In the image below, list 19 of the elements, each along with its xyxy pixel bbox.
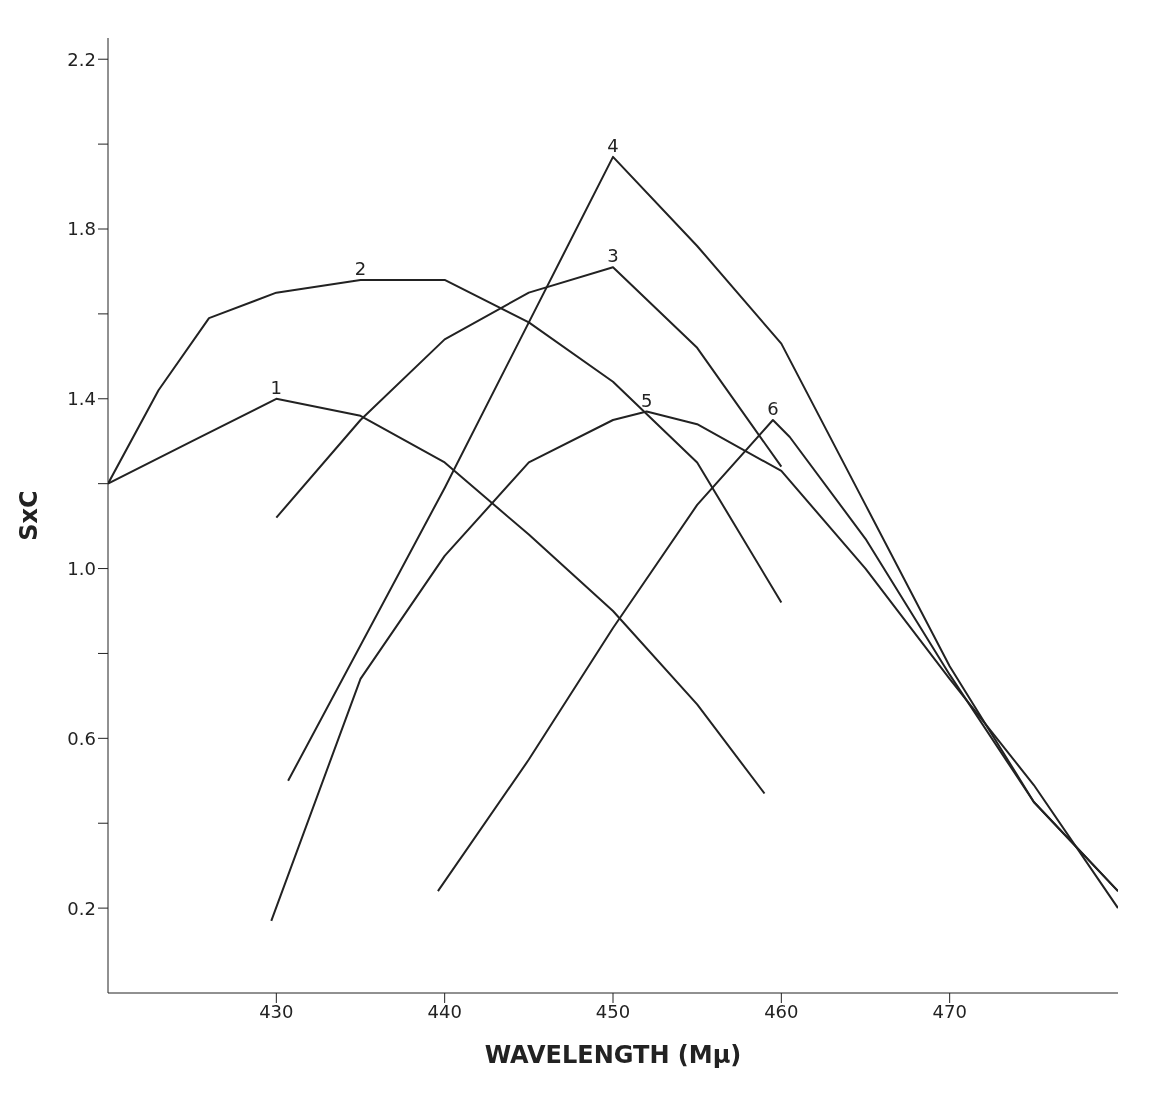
series-label: 1 — [270, 376, 283, 398]
series-label: 2 — [354, 257, 367, 279]
y-tick-label: 1.4 — [67, 388, 96, 410]
x-tick-label: 460 — [764, 1000, 799, 1022]
series-label: 5 — [640, 389, 653, 411]
y-tick-label: 0.2 — [67, 897, 96, 919]
x-tick-label: 440 — [427, 1000, 462, 1022]
y-tick-label: 0.6 — [67, 727, 96, 749]
x-tick-label: 430 — [259, 1000, 294, 1022]
y-tick-label: 1.0 — [67, 557, 96, 579]
y-tick-label: 2.2 — [67, 48, 96, 70]
y-tick-label: 1.8 — [67, 218, 96, 240]
x-axis-title: WAVELENGTH (Mμ) — [484, 1041, 742, 1069]
x-tick-label: 470 — [932, 1000, 967, 1022]
x-tick-label: 450 — [595, 1000, 631, 1022]
series-label: 4 — [607, 134, 619, 156]
series-label: 6 — [767, 398, 779, 419]
series-label: 3 — [607, 245, 619, 267]
y-axis-title: SxC — [14, 490, 43, 541]
